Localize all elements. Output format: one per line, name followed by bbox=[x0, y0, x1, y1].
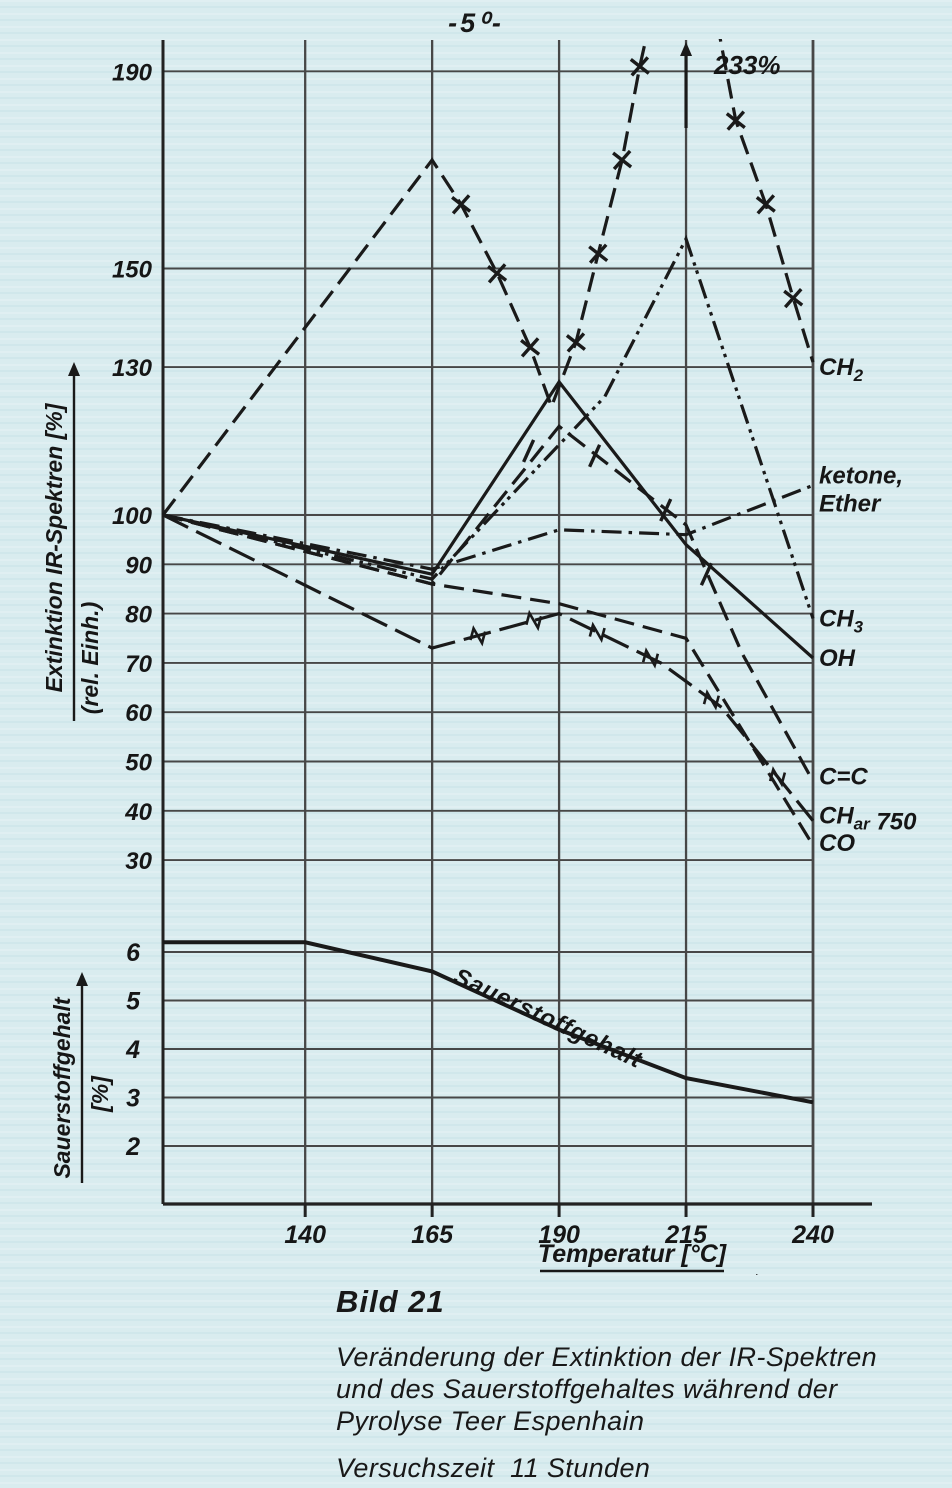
x-axis-title: Temperatur [°C] bbox=[538, 1240, 770, 1286]
y-tick-label-upper: 150 bbox=[112, 257, 153, 284]
n-marker bbox=[525, 609, 543, 632]
x-tick-label: 140 bbox=[284, 1221, 326, 1249]
y-tick-label-lower: 4 bbox=[125, 1036, 140, 1064]
y-tick-label-upper: 130 bbox=[112, 355, 153, 382]
x-marker bbox=[487, 263, 508, 284]
y-tick-label-lower: 5 bbox=[126, 988, 141, 1016]
figure-label: Bild 21 bbox=[336, 1284, 445, 1319]
series-label-C=C: C=C bbox=[819, 763, 868, 790]
y-tick-label-upper: 190 bbox=[112, 59, 153, 86]
upper-y-axis-sublabel: (rel. Einh.) bbox=[77, 602, 103, 714]
series-label-CH2: CH2 bbox=[819, 354, 864, 385]
caption-body: Veränderung der Extinktion der IR-Spektr… bbox=[336, 1342, 936, 1437]
series-markers bbox=[451, 56, 804, 788]
series-line-CHar750 bbox=[162, 513, 815, 822]
series-label-CO: CO bbox=[819, 830, 855, 857]
upper-y-axis-arrow-icon bbox=[68, 362, 80, 376]
off-scale-annotation: 233% bbox=[680, 42, 781, 128]
caption-line: Pyrolyse Teer Espenhain bbox=[336, 1406, 645, 1436]
x-marker bbox=[725, 110, 746, 131]
caption-line: und des Sauerstoffgehaltes während der bbox=[336, 1374, 838, 1404]
series-line-CO bbox=[162, 513, 815, 847]
series-line-C=C bbox=[162, 424, 815, 782]
y-tick-label-lower: 2 bbox=[125, 1133, 140, 1161]
x-marker bbox=[451, 194, 472, 215]
n-marker bbox=[702, 689, 721, 711]
x-marker bbox=[565, 332, 586, 353]
slash-marker bbox=[588, 444, 602, 468]
x-marker bbox=[588, 243, 609, 264]
y-tick-label-upper: 50 bbox=[125, 750, 152, 777]
lower-y-axis-sublabel: [%] bbox=[87, 1075, 113, 1113]
x-marker bbox=[783, 287, 804, 309]
grid bbox=[161, 40, 872, 1217]
experiment-time: Versuchszeit 11 Stunden bbox=[336, 1453, 651, 1483]
y-tick-label-upper: 30 bbox=[125, 848, 152, 875]
chart-svg: 190 150 130 100 90 80 70 60 50 40 30 6 5 4 3 2 140 165 190… bbox=[41, 39, 917, 1286]
y-tick-label-lower: 6 bbox=[126, 939, 141, 967]
series-inline-label-Sauerstoffgehalt: Sauerstoffgehalt bbox=[449, 963, 646, 1074]
series-line-CH3 bbox=[162, 234, 815, 620]
y-tick-label-upper: 70 bbox=[125, 651, 152, 678]
x-tick-label: 240 bbox=[791, 1221, 834, 1249]
caption-line: Veränderung der Extinktion der IR-Spektr… bbox=[336, 1342, 878, 1372]
page-number: -5⁰- bbox=[448, 8, 504, 38]
y-tick-label-upper: 60 bbox=[125, 700, 152, 727]
n-marker bbox=[469, 625, 487, 647]
slash-marker bbox=[522, 439, 536, 463]
x-marker bbox=[755, 194, 776, 215]
y-tick-label-lower: 3 bbox=[126, 1085, 140, 1113]
n-marker bbox=[641, 647, 660, 669]
lower-y-axis-title: Sauerstoffgehalt [%] bbox=[49, 972, 113, 1183]
tick-labels: 190 150 130 100 90 80 70 60 50 40 30 6 5 4 3 2 140 165 190… bbox=[112, 59, 834, 1249]
n-marker bbox=[768, 766, 787, 788]
slash-marker bbox=[659, 498, 673, 522]
x-marker bbox=[520, 337, 541, 358]
y-tick-label-upper: 80 bbox=[125, 602, 152, 629]
series-lines bbox=[161, 39, 815, 847]
x-marker bbox=[612, 149, 633, 171]
n-marker bbox=[588, 621, 606, 644]
off-scale-value: 233% bbox=[713, 50, 781, 80]
figure-caption: Bild 21 Veränderung der Extinktion der I… bbox=[336, 1284, 936, 1484]
x-axis-label: Temperatur [°C] bbox=[538, 1240, 728, 1268]
series-label-CHar750: CHar 750 bbox=[819, 803, 917, 836]
y-tick-label-upper: 100 bbox=[112, 503, 153, 530]
lower-y-axis-label: Sauerstoffgehalt bbox=[49, 996, 75, 1178]
x-tick-label: 165 bbox=[411, 1221, 454, 1249]
x-tick-label: 190 bbox=[538, 1221, 580, 1249]
series-label-CH3: CH3 bbox=[819, 606, 864, 637]
series-line-Sauerstoffgehalt bbox=[163, 940, 814, 1105]
series-label-ketone-ether: Ether bbox=[819, 491, 882, 518]
series-line-ketone-ether bbox=[162, 483, 814, 571]
x-tick-label: 215 bbox=[664, 1221, 708, 1249]
slash-marker bbox=[699, 562, 713, 586]
lower-series: Sauerstoffgehalt bbox=[163, 940, 814, 1105]
series-label-ketone-ether: ketone, bbox=[819, 463, 903, 490]
off-scale-arrow-icon bbox=[680, 42, 693, 56]
y-tick-label-upper: 90 bbox=[125, 552, 152, 579]
lower-y-axis-arrow-icon bbox=[76, 972, 88, 986]
x-marker bbox=[629, 56, 650, 77]
y-tick-label-upper: 40 bbox=[124, 799, 152, 826]
series-label-OH: OH bbox=[819, 645, 856, 672]
series-line-OH bbox=[162, 379, 815, 660]
chart-figure: 190 150 130 100 90 80 70 60 50 40 30 6 5 4 3 2 140 165 190… bbox=[41, 39, 917, 1286]
upper-y-axis-label: Extinktion IR-Spektren [%] bbox=[41, 402, 67, 692]
upper-y-axis-title: Extinktion IR-Spektren [%] (rel. Einh.) bbox=[41, 362, 103, 721]
x-axis-arrow-icon bbox=[756, 1274, 770, 1286]
